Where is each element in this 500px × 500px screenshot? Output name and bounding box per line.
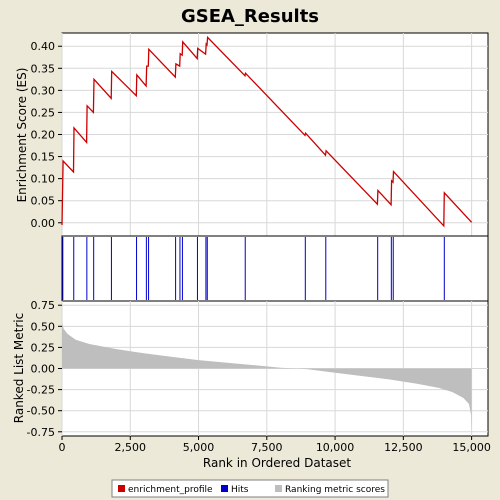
es-y-axis-label: Enrichment Score (ES) [15, 68, 29, 203]
hit-lines [62, 237, 445, 300]
es-y-tick-label: 0.05 [31, 195, 56, 208]
legend-box [111, 479, 389, 498]
hits-plot-area [61, 235, 489, 302]
metric-y-tick-label: 0.50 [31, 320, 56, 333]
es-y-ticks: 0.00 0.05 0.10 0.15 0.20 0.25 0.30 0.35 0.40 [31, 40, 62, 230]
legend-label: enrichment_profile [128, 485, 213, 495]
legend-label: Ranking metric scores [285, 485, 385, 495]
metric-panel: 0.75 0.50 0.25 0.00 -0.25 -0.50 -0.75 Ranked L… [12, 299, 489, 439]
es-y-tick-label: 0.20 [31, 129, 56, 142]
legend-label: Hits [231, 485, 249, 495]
es-y-tick-label: 0.40 [31, 40, 56, 53]
x-tick-label: 5,000 [183, 441, 215, 454]
x-tick-label: 7,500 [251, 441, 283, 454]
x-axis-label: Rank in Ordered Dataset [203, 456, 351, 470]
chart-title: GSEA_Results [181, 6, 319, 27]
metric-y-axis-label: Ranked List Metric [12, 313, 26, 423]
metric-y-tick-label: 0.75 [31, 299, 56, 312]
x-tick-label: 12,500 [384, 441, 423, 454]
x-tick-label: 10,000 [316, 441, 355, 454]
legend-swatch [118, 485, 125, 492]
es-y-tick-label: 0.30 [31, 84, 56, 97]
enrichment-profile-line [61, 35, 473, 228]
legend-swatch [221, 485, 228, 492]
es-y-tick-label: 0.00 [31, 217, 56, 230]
metric-y-tick-label: 0.25 [31, 341, 56, 354]
legend: enrichment_profile Hits Ranking metric sco… [111, 479, 389, 498]
ranking-metric-area [62, 322, 472, 433]
es-panel: 0.00 0.05 0.10 0.15 0.20 0.25 0.30 0.35 0.40 Enr… [15, 32, 489, 237]
hits-panel [61, 235, 489, 302]
es-y-tick-label: 0.35 [31, 62, 56, 75]
legend-items: enrichment_profile Hits Ranking metric sco… [118, 485, 385, 495]
x-tick-label: 15,000 [452, 441, 491, 454]
metric-y-tick-label: 0.00 [31, 363, 56, 376]
metric-y-tick-label: -0.50 [27, 405, 55, 418]
legend-swatch [275, 485, 282, 492]
es-y-tick-label: 0.25 [31, 106, 56, 119]
x-ticks: 0 2,500 5,000 7,500 10,000 12,500 15,000 [59, 436, 491, 454]
metric-y-tick-label: -0.25 [27, 384, 55, 397]
es-y-tick-label: 0.15 [31, 151, 56, 164]
es-y-tick-label: 0.10 [31, 173, 56, 186]
metric-y-tick-label: -0.75 [27, 426, 55, 439]
x-tick-label: 0 [59, 441, 66, 454]
metric-y-ticks: 0.75 0.50 0.25 0.00 -0.25 -0.50 -0.75 [27, 299, 62, 439]
x-tick-label: 2,500 [115, 441, 147, 454]
